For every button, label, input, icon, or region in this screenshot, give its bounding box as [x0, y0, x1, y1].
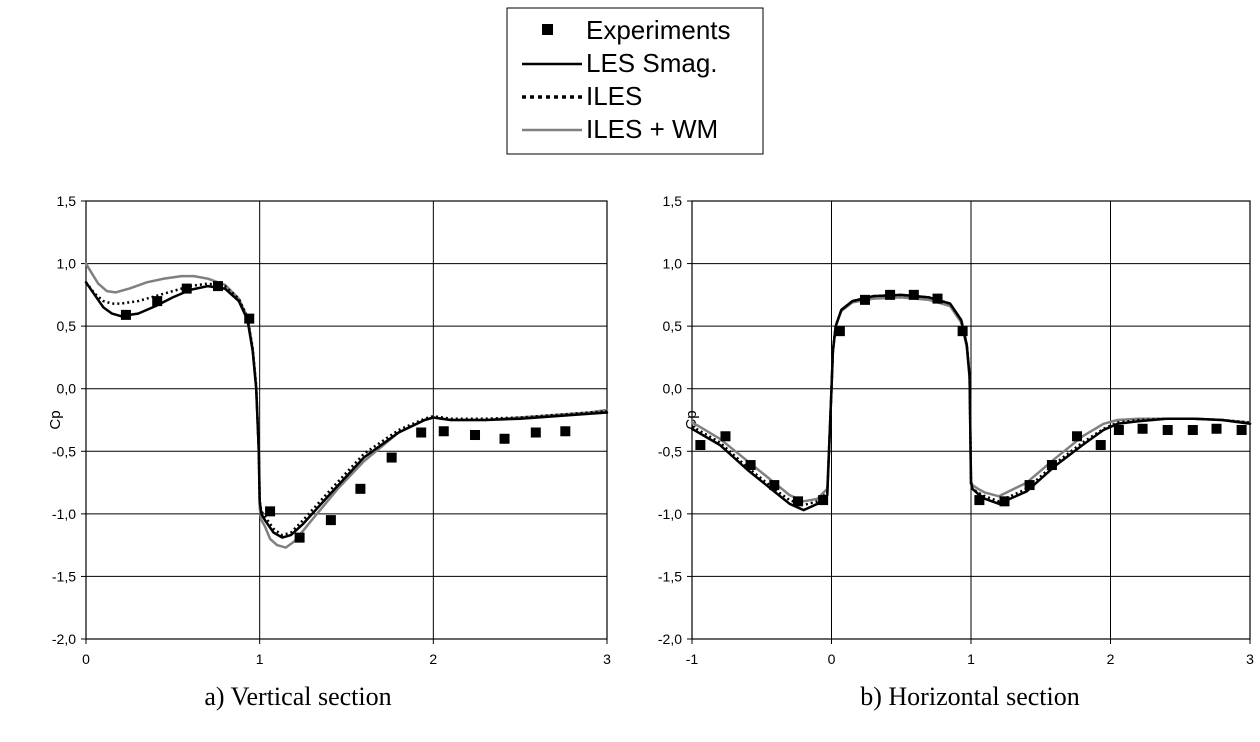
x-tick-label: 0 — [82, 651, 90, 667]
experiment-point — [1162, 425, 1173, 436]
experiment-point — [999, 496, 1010, 507]
y-tick-label: 0,0 — [57, 381, 77, 397]
experiment-point — [212, 281, 223, 292]
y-tick-label: 1,0 — [57, 256, 77, 272]
chart-vertical-section: Cp a) Vertical section 1,5 1,0 0,5 0,0 -0,5 -… — [47, 193, 611, 711]
y-tick-label: -0,5 — [658, 443, 682, 459]
y-tick-label: -0,5 — [52, 443, 76, 459]
experiment-point — [720, 431, 731, 442]
experiment-point — [1046, 460, 1057, 471]
experiment-point — [908, 289, 919, 300]
experiment-point — [355, 483, 366, 494]
x-tick-label: 1 — [967, 651, 975, 667]
y-tick-label: 0,5 — [663, 318, 683, 334]
experiment-point — [834, 326, 845, 337]
experiment-point — [499, 433, 510, 444]
experiment-point — [1211, 423, 1222, 434]
experiment-point — [818, 495, 829, 506]
experiment-point — [265, 506, 276, 517]
experiment-point — [1137, 423, 1148, 434]
x-tick-label: 2 — [1107, 651, 1115, 667]
y-axis-label: Cp — [47, 410, 64, 429]
experiment-point — [695, 440, 706, 451]
legend: Experiments LES Smag. ILES ILES + WM — [506, 7, 764, 155]
experiment-point — [1095, 440, 1106, 451]
legend-label-experiments: Experiments — [586, 15, 731, 45]
legend-label-les-smag: LES Smag. — [586, 48, 718, 78]
x-tick-label: 3 — [1246, 651, 1254, 667]
series-line-les-smag — [690, 293, 1252, 512]
experiment-point — [560, 426, 571, 437]
experiment-point — [470, 430, 481, 441]
legend-label-iles-wm: ILES + WM — [586, 114, 718, 144]
y-tick-label: 0,0 — [663, 381, 683, 397]
series-line-iles-wm — [84, 262, 609, 549]
experiment-point — [120, 309, 131, 320]
experiment-point — [1187, 425, 1198, 436]
y-tick-label: -1,0 — [52, 506, 76, 522]
y-tick-label: 1,5 — [57, 193, 77, 209]
experiment-point — [294, 532, 305, 543]
experiment-point — [1072, 431, 1083, 442]
experiment-point — [885, 289, 896, 300]
series-line-iles — [85, 281, 608, 537]
x-tick-label: -1 — [686, 651, 699, 667]
experiment-point — [957, 326, 968, 337]
chart-horizontal-section: Cp b) Horizontal section 1,51,00,50,0-0,… — [658, 193, 1254, 711]
y-tick-label: -1,5 — [658, 568, 682, 584]
experiment-point — [1024, 480, 1035, 491]
experiment-point — [932, 293, 943, 304]
experiment-point — [974, 495, 985, 506]
x-tick-label: 0 — [828, 651, 836, 667]
y-tick-label: -1,0 — [658, 506, 682, 522]
plot-frame — [85, 200, 608, 640]
experiment-point — [1113, 425, 1124, 436]
experiment-point — [530, 427, 541, 438]
experiment-point — [181, 283, 192, 294]
x-tick-label: 1 — [256, 651, 264, 667]
caption-horizontal-section: b) Horizontal section — [860, 682, 1080, 711]
experiment-point — [416, 427, 427, 438]
experiment-point — [244, 313, 255, 324]
y-tick-label: -2,0 — [52, 631, 76, 647]
y-tick-label: -1,5 — [52, 568, 76, 584]
caption-vertical-section: a) Vertical section — [204, 682, 391, 711]
experiment-point — [1236, 425, 1247, 436]
legend-label-iles: ILES — [586, 81, 642, 111]
plot-frame — [691, 200, 1251, 640]
series-line-les-smag — [84, 281, 609, 539]
experiment-point — [438, 426, 449, 437]
experiment-point — [769, 480, 780, 491]
y-tick-label: 0,5 — [57, 318, 77, 334]
experiment-point — [152, 296, 163, 307]
y-tick-label: -2,0 — [658, 631, 682, 647]
experiment-point — [325, 515, 336, 526]
experiment-point — [745, 460, 756, 471]
x-tick-label: 3 — [603, 651, 611, 667]
legend-marker-experiments — [542, 24, 553, 35]
y-tick-label: 1,0 — [663, 256, 683, 272]
experiment-point — [859, 294, 870, 305]
experiment-point — [793, 496, 804, 507]
x-tick-label: 2 — [429, 651, 437, 667]
experiment-point — [386, 452, 397, 463]
y-tick-label: 1,5 — [663, 193, 683, 209]
